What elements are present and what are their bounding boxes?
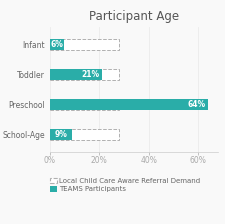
Bar [50,99,119,110]
Text: 64%: 64% [188,100,206,109]
Bar [50,99,208,110]
Bar [50,69,119,80]
Bar [50,129,72,140]
Text: 9%: 9% [54,130,67,139]
Text: 6%: 6% [50,40,63,49]
Bar [50,129,119,140]
Bar [50,39,64,50]
Bar [50,39,119,50]
Text: 21%: 21% [81,70,99,79]
Title: Participant Age: Participant Age [89,10,179,23]
Legend: Local Child Care Aware Referral Demand, TEAMS Participants: Local Child Care Aware Referral Demand, … [50,178,200,192]
Bar [50,69,102,80]
